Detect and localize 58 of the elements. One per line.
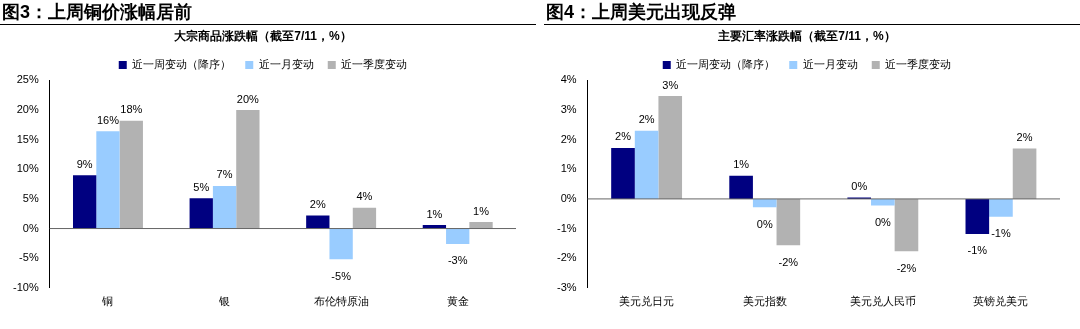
data-label: 3% [662, 78, 679, 91]
chart-subtitle: 主要汇率涨跌幅（截至7/11，%） [717, 28, 896, 43]
y-tick-label: 10% [16, 162, 39, 175]
data-label: -5% [331, 269, 352, 282]
data-label: 2% [638, 113, 655, 126]
data-label: 9% [76, 157, 93, 170]
y-tick-label: 20% [16, 103, 39, 116]
y-tick-label: -1% [557, 221, 577, 234]
x-tick-label: 银 [218, 295, 231, 308]
y-tick-label: -2% [557, 251, 577, 264]
y-tick-label: 2% [560, 132, 577, 145]
y-tick-label: 15% [16, 132, 39, 145]
data-label: 0% [756, 217, 773, 230]
chart-title: 图3：上周铜价涨幅居前 [0, 0, 536, 25]
data-label: 18% [120, 103, 143, 116]
data-label: 0% [851, 179, 868, 192]
legend-label: 近一月变动 [258, 57, 314, 70]
data-label: 7% [216, 168, 233, 181]
data-label: 2% [309, 198, 326, 211]
data-label: 1% [426, 207, 443, 220]
x-tick-label: 铜 [101, 295, 114, 308]
legend-label: 近一月变动 [802, 57, 858, 70]
data-label: 0% [874, 215, 891, 228]
y-tick-label: -10% [12, 280, 39, 293]
data-label: 5% [193, 180, 210, 193]
data-label: 16% [96, 113, 120, 126]
data-label: -1% [967, 244, 988, 257]
data-label: -1% [991, 227, 1011, 240]
chart-title: 图4：上周美元出现反弹 [544, 0, 1080, 25]
chart-subtitle: 大宗商品涨跌幅（截至7/11，%） [174, 28, 352, 43]
y-tick-label: -3% [557, 280, 577, 293]
legend-label: 近一周变动（降序） [132, 57, 232, 70]
x-tick-label: 黄金 [446, 295, 469, 308]
data-label: -2% [778, 255, 799, 268]
y-tick-label: 5% [22, 191, 39, 204]
y-tick-label: 25% [16, 73, 39, 86]
data-label: 1% [733, 158, 750, 171]
data-label: 2% [615, 130, 632, 143]
y-tick-label: -5% [19, 251, 39, 264]
x-tick-label: 英镑兑美元 [973, 295, 1029, 308]
legend-label: 近一周变动（降序） [676, 57, 776, 70]
legend-label: 近一季度变动 [341, 57, 408, 70]
data-label: 2% [1016, 131, 1033, 144]
y-tick-label: 4% [560, 73, 577, 86]
data-label: -2% [896, 261, 917, 274]
x-tick-label: 美元兑日元 [619, 295, 675, 308]
data-label: 4% [356, 190, 373, 203]
data-label: 20% [236, 92, 260, 105]
data-label: 1% [473, 204, 490, 217]
x-tick-label: 美元指数 [742, 295, 787, 308]
y-tick-label: 1% [560, 162, 577, 175]
data-label: -3% [447, 254, 468, 267]
y-tick-label: 0% [22, 221, 39, 234]
y-tick-label: 3% [560, 103, 577, 116]
x-tick-label: 美元兑人民币 [849, 295, 916, 308]
x-tick-label: 布伦特原油 [313, 295, 369, 308]
y-tick-label: 0% [560, 191, 577, 204]
legend-label: 近一季度变动 [885, 57, 952, 70]
